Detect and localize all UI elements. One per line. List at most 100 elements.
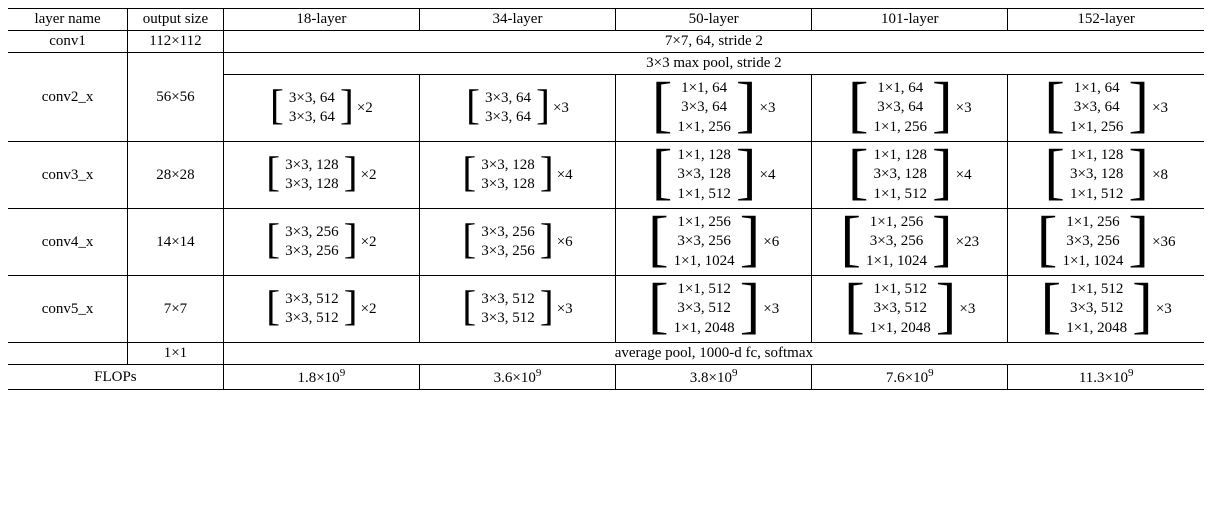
conv4-101: [1×1, 2563×3, 2561×1, 1024]×23 — [812, 209, 1008, 276]
block-wrap: [3×3, 5123×3, 512]×2 — [266, 288, 376, 330]
block-line: 1×1, 1024 — [1062, 252, 1123, 272]
block-line: 1×1, 64 — [874, 79, 927, 99]
conv4-size: 14×14 — [128, 209, 224, 276]
block-line: 3×3, 512 — [285, 309, 338, 329]
block-wrap: [1×1, 2563×3, 2561×1, 1024]×36 — [1037, 211, 1176, 273]
block-lines: 1×1, 1283×3, 1281×1, 512 — [673, 146, 734, 205]
block-line: 1×1, 512 — [1066, 280, 1127, 300]
conv5-18: [3×3, 5123×3, 512]×2 — [223, 276, 419, 343]
left-bracket-icon: [ — [462, 219, 476, 261]
block-wrap: [3×3, 1283×3, 128]×4 — [462, 154, 572, 196]
conv5-101: [1×1, 5123×3, 5121×1, 2048]×3 — [812, 276, 1008, 343]
block-wrap: [1×1, 1283×3, 1281×1, 512]×4 — [652, 144, 776, 206]
flops-18-exp: 9 — [340, 367, 346, 379]
left-bracket-icon: [ — [648, 275, 669, 337]
conv2-101: [1×1, 643×3, 641×1, 256]×3 — [812, 75, 1008, 142]
block-line: 1×1, 256 — [677, 118, 730, 138]
conv3-name: conv3_x — [8, 142, 128, 209]
block-lines: 3×3, 1283×3, 128 — [281, 156, 342, 195]
right-bracket-icon: ] — [740, 275, 761, 337]
block-line: 1×1, 128 — [1070, 146, 1123, 166]
block-mult: ×4 — [555, 167, 573, 184]
block-wrap: [1×1, 1283×3, 1281×1, 512]×8 — [1044, 144, 1168, 206]
left-bracket-icon: [ — [266, 152, 280, 194]
right-bracket-icon: ] — [736, 141, 757, 203]
right-bracket-icon: ] — [536, 85, 550, 127]
block-line: 3×3, 512 — [285, 290, 338, 310]
block-wrap: [3×3, 5123×3, 512]×3 — [462, 288, 572, 330]
conv3-50: [1×1, 1283×3, 1281×1, 512]×4 — [616, 142, 812, 209]
conv3-34: [3×3, 1283×3, 128]×4 — [419, 142, 615, 209]
right-bracket-icon: ] — [936, 275, 957, 337]
left-bracket-icon: [ — [848, 74, 869, 136]
conv2-152: [1×1, 643×3, 641×1, 256]×3 — [1008, 75, 1204, 142]
block-line: 1×1, 64 — [677, 79, 730, 99]
col-50-layer: 50-layer — [616, 9, 812, 31]
block-line: 1×1, 1024 — [866, 252, 927, 272]
block-line: 3×3, 128 — [677, 165, 730, 185]
right-bracket-icon: ] — [1132, 275, 1153, 337]
left-bracket-icon: [ — [466, 85, 480, 127]
block-line: 1×1, 256 — [1070, 118, 1123, 138]
conv1-size: 112×112 — [128, 31, 224, 53]
flops-50-exp: 9 — [732, 367, 738, 379]
block-line: 3×3, 512 — [481, 290, 534, 310]
conv2-18: [3×3, 643×3, 64]×2 — [223, 75, 419, 142]
flops-152-exp: 9 — [1128, 367, 1134, 379]
block-line: 3×3, 256 — [285, 223, 338, 243]
block-lines: 3×3, 643×3, 64 — [481, 89, 535, 128]
right-bracket-icon: ] — [340, 85, 354, 127]
block-line: 1×1, 128 — [874, 146, 927, 166]
block-line: 1×1, 2048 — [674, 319, 735, 339]
left-bracket-icon: [ — [840, 208, 861, 270]
block-line: 3×3, 512 — [674, 299, 735, 319]
block-line: 3×3, 256 — [866, 232, 927, 252]
block-line: 1×1, 512 — [674, 280, 735, 300]
block-lines: 3×3, 1283×3, 128 — [477, 156, 538, 195]
right-bracket-icon: ] — [932, 208, 953, 270]
conv4-18: [3×3, 2563×3, 256]×2 — [223, 209, 419, 276]
block-line: 1×1, 256 — [866, 213, 927, 233]
block-lines: 1×1, 643×3, 641×1, 256 — [673, 79, 734, 138]
right-bracket-icon: ] — [740, 208, 761, 270]
flops-50: 3.8×109 — [616, 365, 812, 390]
conv4-name: conv4_x — [8, 209, 128, 276]
block-line: 1×1, 256 — [1062, 213, 1123, 233]
block-wrap: [1×1, 5123×3, 5121×1, 2048]×3 — [844, 278, 975, 340]
block-line: 1×1, 128 — [677, 146, 730, 166]
block-wrap: [3×3, 2563×3, 256]×2 — [266, 221, 376, 263]
block-lines: 1×1, 1283×3, 1281×1, 512 — [1066, 146, 1127, 205]
block-line: 3×3, 64 — [485, 108, 531, 128]
block-line: 1×1, 512 — [874, 185, 927, 205]
conv3-101: [1×1, 1283×3, 1281×1, 512]×4 — [812, 142, 1008, 209]
conv2-34: [3×3, 643×3, 64]×3 — [419, 75, 615, 142]
block-lines: 3×3, 5123×3, 512 — [477, 290, 538, 329]
block-mult: ×6 — [555, 234, 573, 251]
conv3-18: [3×3, 1283×3, 128]×2 — [223, 142, 419, 209]
right-bracket-icon: ] — [344, 219, 358, 261]
conv5-34: [3×3, 5123×3, 512]×3 — [419, 276, 615, 343]
block-line: 3×3, 256 — [674, 232, 735, 252]
right-bracket-icon: ] — [932, 141, 953, 203]
block-line: 1×1, 256 — [674, 213, 735, 233]
flops-101: 7.6×109 — [812, 365, 1008, 390]
left-bracket-icon: [ — [266, 219, 280, 261]
right-bracket-icon: ] — [736, 74, 757, 136]
block-line: 1×1, 256 — [874, 118, 927, 138]
right-bracket-icon: ] — [540, 152, 554, 194]
left-bracket-icon: [ — [652, 141, 673, 203]
flops-label: FLOPs — [8, 365, 223, 390]
block-wrap: [1×1, 643×3, 641×1, 256]×3 — [1044, 77, 1168, 139]
flops-18: 1.8×109 — [223, 365, 419, 390]
block-mult: ×3 — [551, 100, 569, 117]
block-line: 1×1, 2048 — [870, 319, 931, 339]
block-mult: ×2 — [359, 234, 377, 251]
block-mult: ×2 — [359, 301, 377, 318]
block-mult: ×3 — [761, 301, 779, 318]
final-size: 1×1 — [128, 343, 224, 365]
block-line: 1×1, 512 — [870, 280, 931, 300]
conv5-row: conv5_x 7×7 [3×3, 5123×3, 512]×2 [3×3, 5… — [8, 276, 1204, 343]
left-bracket-icon: [ — [270, 85, 284, 127]
conv3-row: conv3_x 28×28 [3×3, 1283×3, 128]×2 [3×3,… — [8, 142, 1204, 209]
block-mult: ×23 — [954, 234, 979, 251]
